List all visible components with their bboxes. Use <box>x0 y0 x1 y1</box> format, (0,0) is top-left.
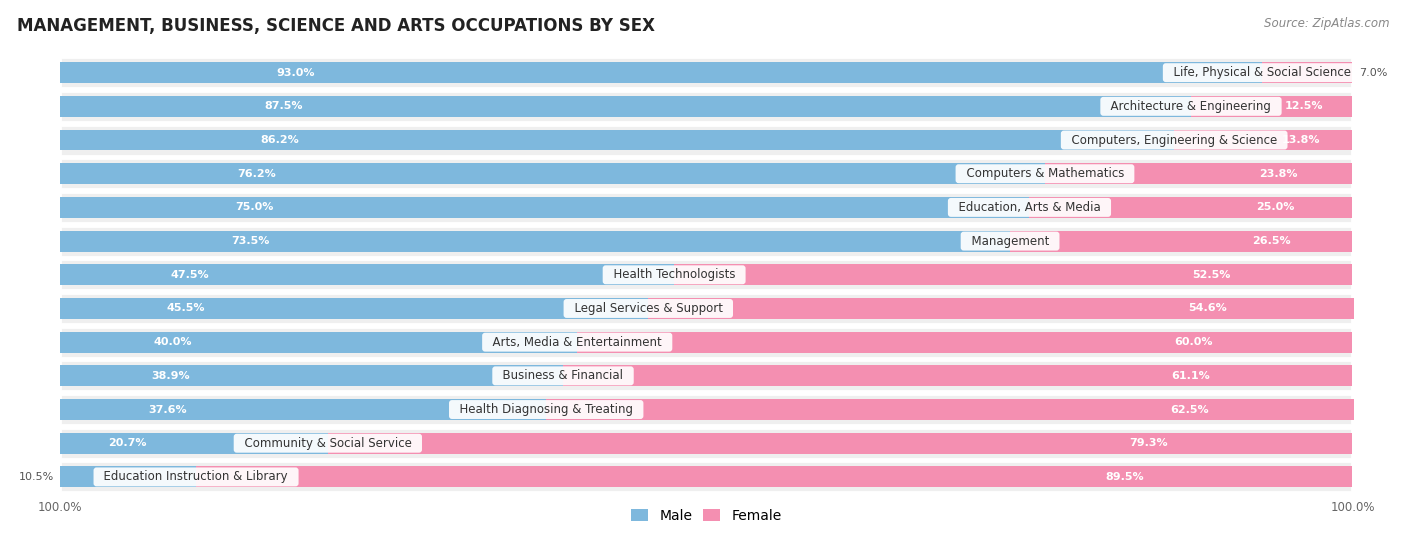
Text: 25.0%: 25.0% <box>1256 202 1295 212</box>
Text: Health Technologists: Health Technologists <box>606 268 742 281</box>
Bar <box>673 264 1353 285</box>
Bar <box>60 197 1029 218</box>
Text: Education Instruction & Library: Education Instruction & Library <box>97 471 295 484</box>
Text: 60.0%: 60.0% <box>1174 337 1213 347</box>
Text: Management: Management <box>963 235 1056 248</box>
Bar <box>60 394 1353 425</box>
Bar <box>1263 62 1353 83</box>
Text: 76.2%: 76.2% <box>238 169 277 179</box>
Text: 79.3%: 79.3% <box>1129 438 1168 448</box>
Text: Legal Services & Support: Legal Services & Support <box>567 302 730 315</box>
Text: 38.9%: 38.9% <box>150 371 190 381</box>
Bar <box>60 298 648 319</box>
Bar <box>60 125 1353 155</box>
Text: 45.5%: 45.5% <box>166 304 205 314</box>
Bar <box>60 466 195 487</box>
Bar <box>60 226 1353 257</box>
Bar <box>60 91 1353 122</box>
Bar <box>60 264 673 285</box>
Text: MANAGEMENT, BUSINESS, SCIENCE AND ARTS OCCUPATIONS BY SEX: MANAGEMENT, BUSINESS, SCIENCE AND ARTS O… <box>17 17 655 35</box>
Text: 37.6%: 37.6% <box>148 405 187 415</box>
Bar <box>60 361 1353 391</box>
Text: Architecture & Engineering: Architecture & Engineering <box>1104 100 1278 113</box>
Bar <box>1010 231 1353 252</box>
Text: 52.5%: 52.5% <box>1192 270 1230 280</box>
Bar <box>1191 96 1353 117</box>
Bar <box>60 192 1353 223</box>
Text: 23.8%: 23.8% <box>1258 169 1298 179</box>
Text: Community & Social Service: Community & Social Service <box>236 437 419 450</box>
Text: 61.1%: 61.1% <box>1171 371 1211 381</box>
Text: Life, Physical & Social Science: Life, Physical & Social Science <box>1166 66 1358 79</box>
Text: 75.0%: 75.0% <box>235 202 273 212</box>
Bar <box>60 331 578 353</box>
Bar <box>60 326 1353 358</box>
Bar <box>60 399 546 420</box>
Bar <box>60 433 328 454</box>
Text: 89.5%: 89.5% <box>1105 472 1144 482</box>
Bar <box>60 158 1353 189</box>
Text: Source: ZipAtlas.com: Source: ZipAtlas.com <box>1264 17 1389 30</box>
Bar <box>648 298 1354 319</box>
Text: 47.5%: 47.5% <box>172 270 209 280</box>
Bar <box>1045 163 1353 184</box>
Legend: Male, Female: Male, Female <box>626 503 787 528</box>
Text: 20.7%: 20.7% <box>108 438 148 448</box>
Text: Business & Financial: Business & Financial <box>495 369 631 382</box>
Bar <box>60 259 1353 290</box>
Text: 40.0%: 40.0% <box>153 337 191 347</box>
Text: 73.5%: 73.5% <box>232 236 270 246</box>
Text: Arts, Media & Entertainment: Arts, Media & Entertainment <box>485 335 669 349</box>
Text: 87.5%: 87.5% <box>264 101 302 111</box>
Text: 13.8%: 13.8% <box>1282 135 1320 145</box>
Text: 54.6%: 54.6% <box>1188 304 1227 314</box>
Bar <box>1029 197 1353 218</box>
Bar <box>60 231 1010 252</box>
Text: Computers & Mathematics: Computers & Mathematics <box>959 167 1132 180</box>
Bar <box>60 366 562 386</box>
Text: 12.5%: 12.5% <box>1285 101 1323 111</box>
Text: 93.0%: 93.0% <box>277 68 315 78</box>
Bar <box>578 331 1353 353</box>
Text: 86.2%: 86.2% <box>262 135 299 145</box>
Bar <box>328 433 1353 454</box>
Bar <box>60 293 1353 324</box>
Text: 10.5%: 10.5% <box>18 472 53 482</box>
Text: 62.5%: 62.5% <box>1170 405 1208 415</box>
Bar <box>60 461 1353 492</box>
Bar <box>60 96 1191 117</box>
Text: Health Diagnosing & Treating: Health Diagnosing & Treating <box>451 403 641 416</box>
Text: 26.5%: 26.5% <box>1253 236 1291 246</box>
Bar <box>60 62 1263 83</box>
Bar <box>60 130 1174 150</box>
Bar <box>195 466 1353 487</box>
Text: Education, Arts & Media: Education, Arts & Media <box>950 201 1108 214</box>
Text: Computers, Engineering & Science: Computers, Engineering & Science <box>1064 134 1285 146</box>
Bar <box>60 57 1353 88</box>
Bar <box>562 366 1353 386</box>
Bar <box>60 163 1045 184</box>
Bar <box>1174 130 1353 150</box>
Bar <box>60 428 1353 459</box>
Bar <box>546 399 1354 420</box>
Text: 7.0%: 7.0% <box>1360 68 1388 78</box>
